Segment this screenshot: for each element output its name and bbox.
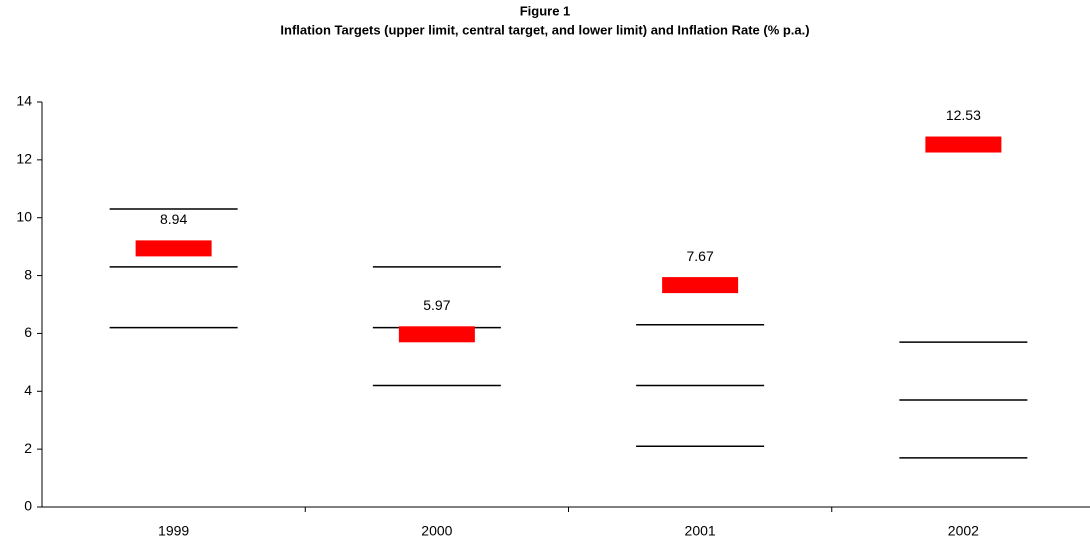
data-label: 5.97: [423, 297, 450, 313]
x-tick-label: 2000: [421, 523, 452, 539]
inflation-bar: [662, 277, 739, 294]
data-label: 8.94: [160, 211, 187, 227]
y-tick-label: 0: [24, 498, 32, 514]
y-tick-label: 4: [24, 382, 32, 398]
y-tick-label: 14: [16, 93, 32, 109]
chart-subtitle: Inflation Targets (upper limit, central …: [280, 22, 809, 37]
y-tick-label: 2: [24, 440, 32, 456]
data-label: 12.53: [946, 107, 981, 123]
x-tick-label: 2002: [948, 523, 979, 539]
y-tick-label: 8: [24, 266, 32, 282]
inflation-bar: [135, 240, 212, 257]
chart-title: Figure 1: [520, 3, 571, 18]
y-tick-label: 10: [16, 208, 32, 224]
data-label: 7.67: [687, 248, 714, 264]
inflation-bar: [925, 136, 1002, 153]
y-tick-label: 6: [24, 324, 32, 340]
x-tick-label: 2001: [685, 523, 716, 539]
x-tick-label: 1999: [158, 523, 189, 539]
inflation-bar: [398, 326, 475, 343]
y-tick-label: 12: [16, 151, 32, 167]
